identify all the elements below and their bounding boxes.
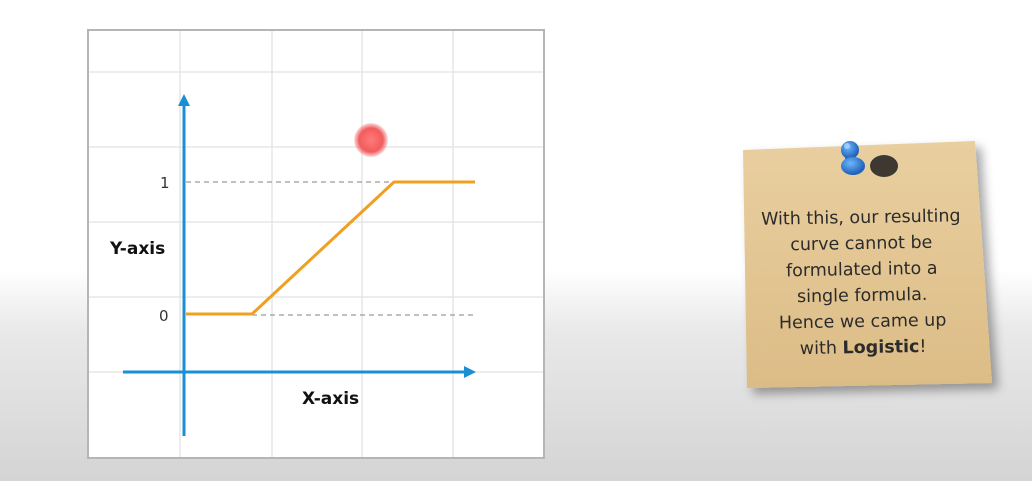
pushpin-icon bbox=[841, 141, 865, 175]
piecewise-linear-curve bbox=[186, 180, 475, 316]
y-axis-arrow bbox=[178, 94, 190, 106]
red-dot-marker bbox=[354, 123, 388, 157]
note-line: With this, our resulting bbox=[760, 206, 961, 230]
note-last-suffix: ! bbox=[919, 336, 927, 358]
x-axis-arrow bbox=[464, 366, 476, 378]
pin-shadow bbox=[870, 155, 898, 177]
sticky-note bbox=[743, 141, 992, 388]
tick-label-1: 1 bbox=[160, 174, 170, 192]
graph-panel: 1 0 Y-axis X-axis bbox=[87, 29, 545, 459]
x-axis-label: X-axis bbox=[302, 389, 359, 409]
note-bold-word: Logistic bbox=[842, 337, 920, 359]
tick-label-0: 0 bbox=[159, 307, 169, 325]
graph-frame bbox=[87, 29, 545, 459]
note-line-last: with Logistic! bbox=[743, 333, 983, 363]
y-axis-label: Y-axis bbox=[109, 239, 165, 259]
note-text: With this, our resulting curve cannot be… bbox=[741, 203, 984, 363]
note-last-prefix: with bbox=[799, 338, 843, 360]
note-paper bbox=[743, 141, 992, 388]
